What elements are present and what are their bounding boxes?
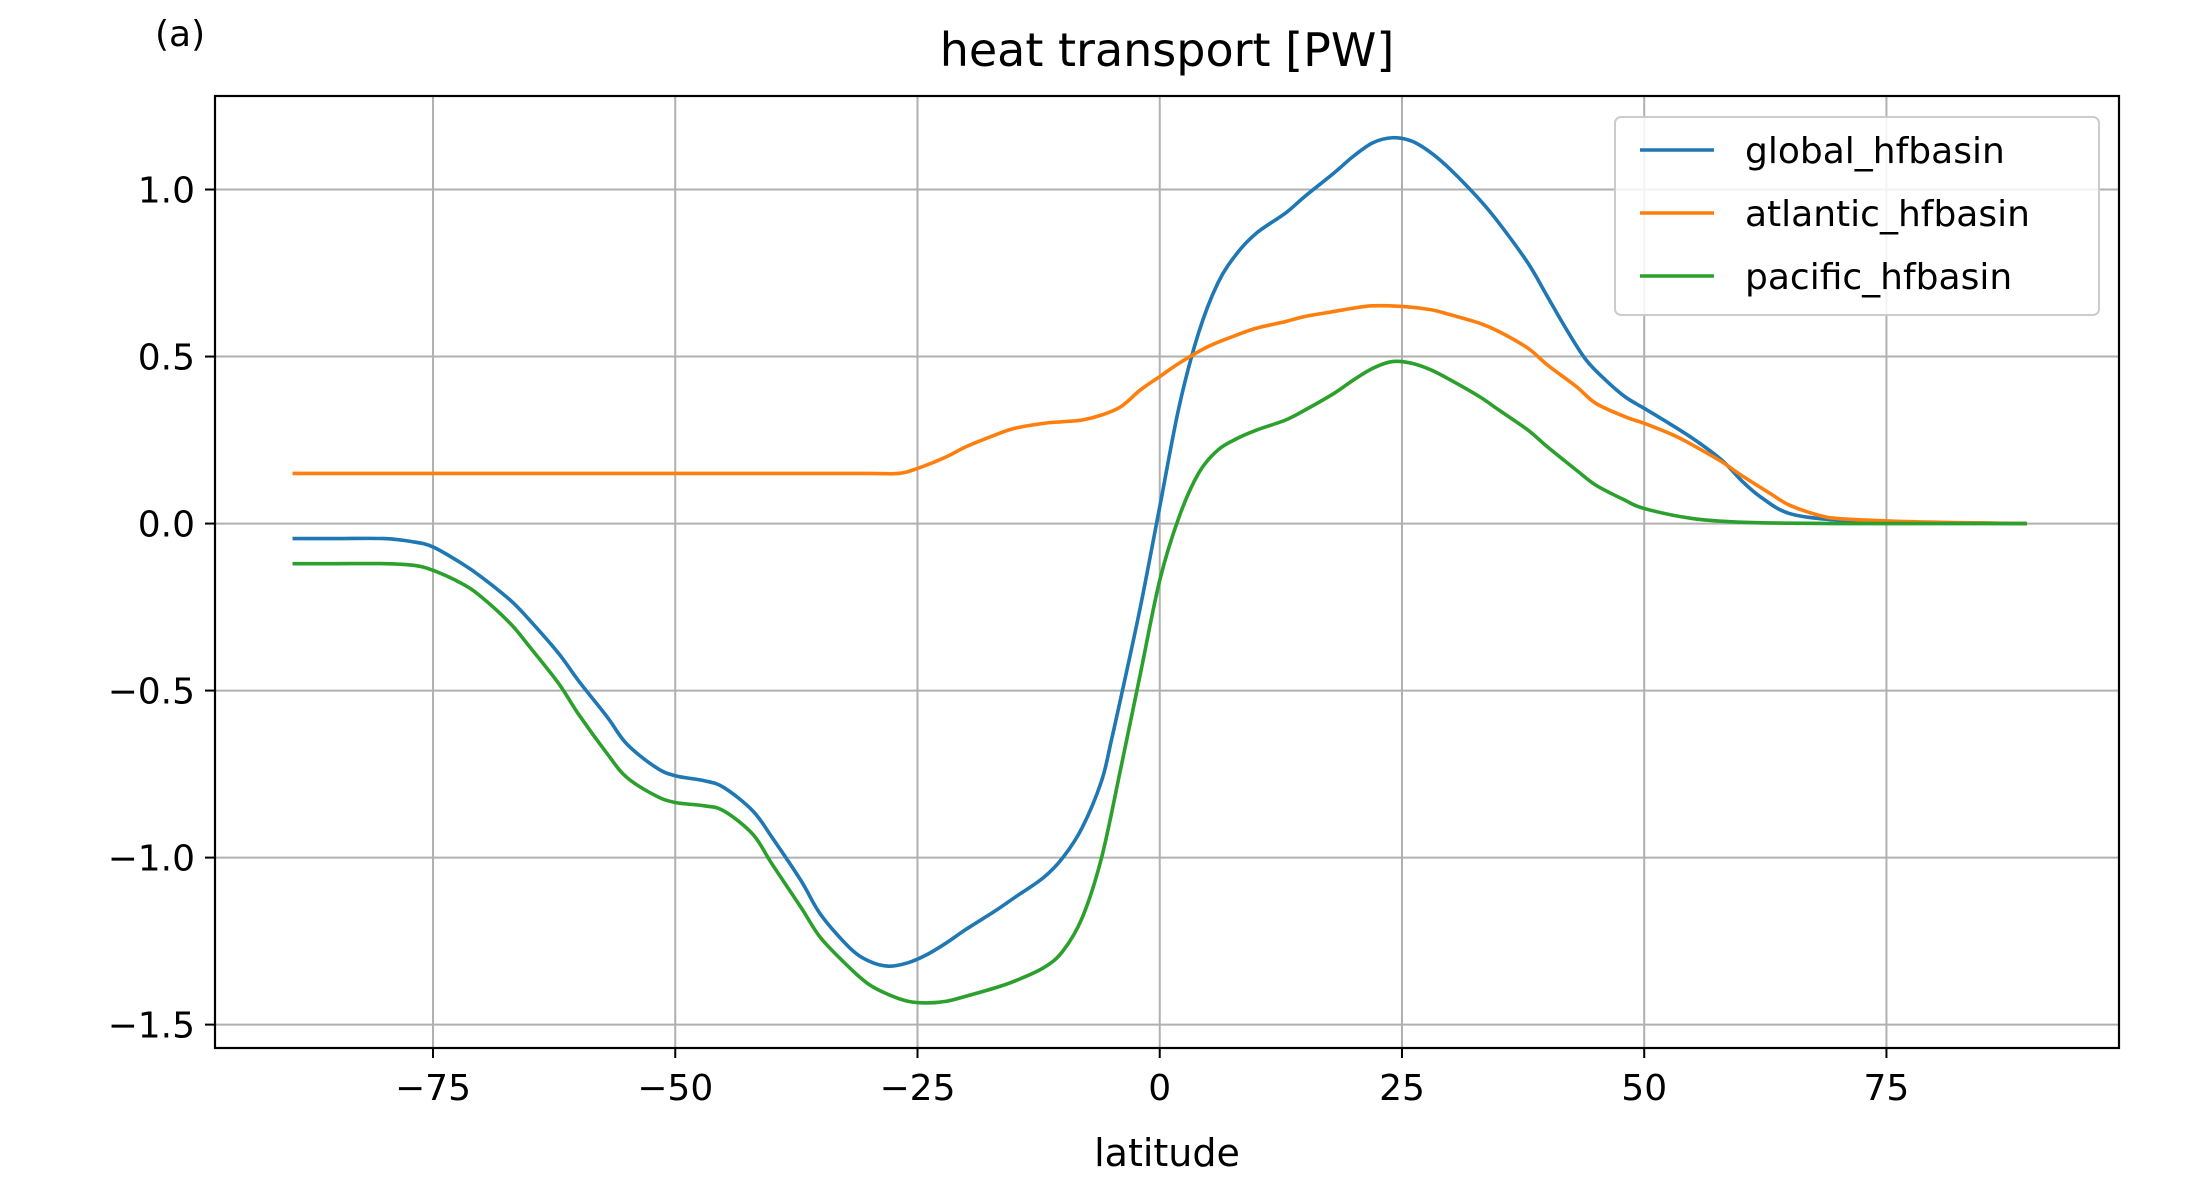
legend-box (1614, 116, 2100, 316)
y-tick-label: −1.0 (108, 839, 195, 880)
legend-label: pacific_hfbasin (1745, 257, 2012, 298)
series-lines (292, 135, 2027, 1005)
x-axis-label: latitude (1094, 1131, 1240, 1175)
y-tick-label: 0.5 (138, 338, 195, 379)
legend: global_hfbasin atlantic_hfbasin pacific_hf… (1614, 116, 2100, 316)
legend-label: atlantic_hfbasin (1745, 194, 2030, 235)
y-axis: −1.5 −1.0 −0.5 0.0 0.5 1.0 (108, 171, 215, 1047)
x-tick-label: 0 (1148, 1068, 1171, 1109)
legend-label: global_hfbasin (1745, 131, 2005, 172)
x-tick-label: −75 (395, 1068, 471, 1109)
y-tick-label: −0.5 (108, 672, 195, 713)
x-tick-label: 75 (1864, 1068, 1910, 1109)
series-line-pacific_hfbasin (292, 359, 2027, 1005)
x-tick-label: 25 (1379, 1068, 1425, 1109)
x-tick-label: −50 (637, 1068, 713, 1109)
y-tick-label: 1.0 (138, 171, 195, 212)
x-axis: −75 −50 −25 0 25 50 75 (395, 1048, 1909, 1109)
series-line-atlantic_hfbasin (292, 303, 2027, 526)
x-tick-label: −25 (880, 1068, 956, 1109)
x-tick-label: 50 (1621, 1068, 1667, 1109)
y-tick-label: −1.5 (108, 1006, 195, 1047)
chart-title: heat transport [PW] (940, 23, 1395, 77)
panel-label: (a) (155, 14, 205, 55)
y-tick-label: 0.0 (138, 505, 195, 546)
plot-frame (213, 94, 2121, 1050)
series-line-global_hfbasin (292, 135, 2027, 968)
